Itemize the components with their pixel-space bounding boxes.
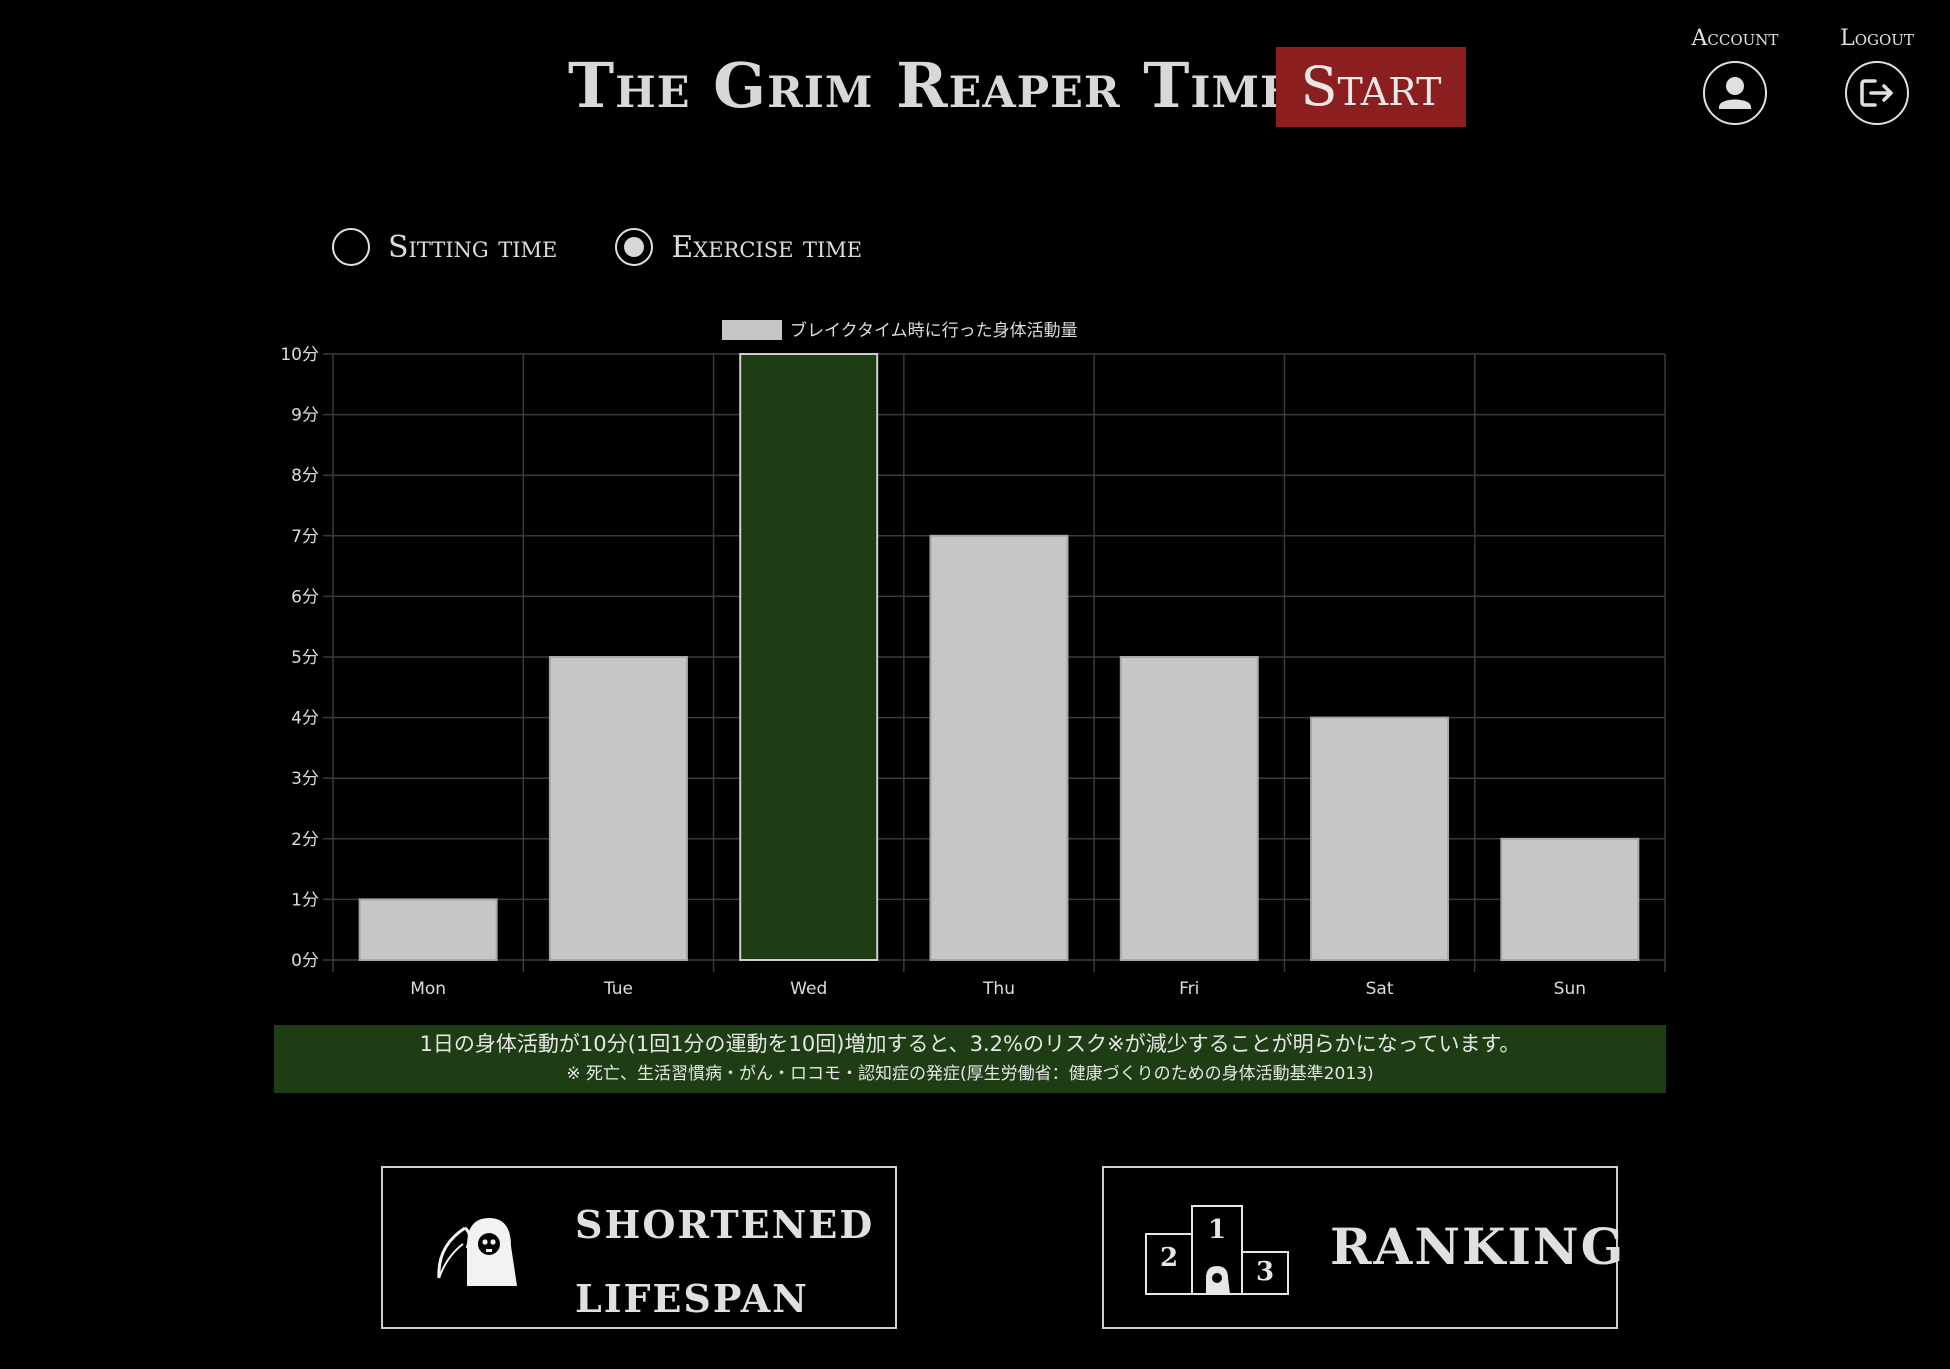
radio-button-sitting[interactable] [332, 228, 370, 266]
podium-number-1: 1 [1208, 1215, 1226, 1245]
radio-sitting-time[interactable]: Sitting time [332, 228, 557, 266]
shortened-lifespan-button[interactable]: SHORTENED LIFESPAN [381, 1166, 897, 1329]
bar-fri [1119, 656, 1259, 961]
bar-thu [929, 534, 1069, 962]
podium-number-2: 2 [1160, 1243, 1178, 1273]
ranking-button[interactable]: 1 2 3 RANKING [1102, 1166, 1623, 1329]
logout-nav[interactable]: Logout [1822, 26, 1932, 125]
legend-swatch [722, 320, 782, 340]
exercise-bar-chart: ブレイクタイム時に行った身体活動量 0分 1分 2分 3分 4分 5分 6分 7分 8分 9分 10分… [260, 310, 1680, 1010]
bar-mon [358, 898, 498, 962]
logout-icon[interactable] [1845, 61, 1909, 125]
radio-label-sitting: Sitting time [388, 229, 558, 265]
y-tick-label: 4分 [291, 709, 319, 729]
y-tick-label: 1分 [291, 890, 319, 910]
x-tick-label: Fri [1179, 979, 1199, 999]
chart-svg: ブレイクタイム時に行った身体活動量 0分 1分 2分 3分 4分 5分 6分 7分 8分 9分 10分… [280, 320, 1666, 999]
y-tick-label: 5分 [291, 648, 319, 668]
ranking-label: RANKING [1330, 1217, 1626, 1276]
y-tick-label: 8分 [291, 466, 319, 486]
start-button[interactable]: Start [1276, 47, 1466, 127]
y-tick-label: 3分 [291, 769, 319, 789]
x-tick-label: Sat [1366, 979, 1394, 999]
x-tick-label: Thu [982, 979, 1015, 999]
bar-sun [1500, 837, 1640, 961]
legend-label: ブレイクタイム時に行った身体活動量 [790, 320, 1078, 341]
y-tick-label: 10分 [280, 345, 319, 365]
y-tick-label: 0分 [291, 951, 319, 971]
x-tick-label: Mon [410, 979, 446, 999]
info-main-text: 1日の身体活動が10分(1回1分の運動を10回)増加すると、3.2%のリスク※が… [419, 1032, 1521, 1056]
metric-toggle: Sitting time Exercise time [332, 228, 862, 266]
podium-icon: 1 2 3 [1145, 1205, 1289, 1295]
info-note-text: ※ 死亡、生活習慣病・がん・ロコモ・認知症の発症(厚生労働省：健康づくりのための… [566, 1064, 1374, 1084]
bar-tue [548, 656, 688, 961]
radio-button-exercise[interactable] [615, 228, 654, 266]
grim-reaper-icon [437, 1218, 517, 1286]
radio-label-exercise: Exercise time [671, 229, 863, 265]
y-tick-label: 7分 [291, 527, 319, 547]
app-title: The Grim Reaper Timer [568, 49, 1331, 122]
y-tick-label: 2分 [291, 830, 319, 850]
bar-sat [1310, 716, 1450, 961]
info-banner: 1日の身体活動が10分(1回1分の運動を10回)増加すると、3.2%のリスク※が… [274, 1025, 1666, 1093]
x-tick-label: Tue [603, 979, 633, 999]
podium-number-3: 3 [1256, 1257, 1274, 1287]
lifespan-label-line2: LIFESPAN [575, 1276, 809, 1321]
account-nav[interactable]: Account [1680, 26, 1790, 125]
radio-exercise-time[interactable]: Exercise time [615, 228, 862, 266]
lifespan-label-line1: SHORTENED [575, 1202, 875, 1247]
logout-label: Logout [1840, 26, 1914, 51]
x-tick-label: Wed [790, 979, 827, 999]
y-tick-label: 6分 [291, 587, 319, 607]
lifespan-label: SHORTENED LIFESPAN [575, 1188, 874, 1336]
bar-wed [739, 353, 879, 961]
account-label: Account [1691, 26, 1779, 51]
user-icon[interactable] [1703, 61, 1767, 125]
x-tick-label: Sun [1554, 979, 1586, 999]
y-tick-label: 9分 [291, 406, 319, 426]
